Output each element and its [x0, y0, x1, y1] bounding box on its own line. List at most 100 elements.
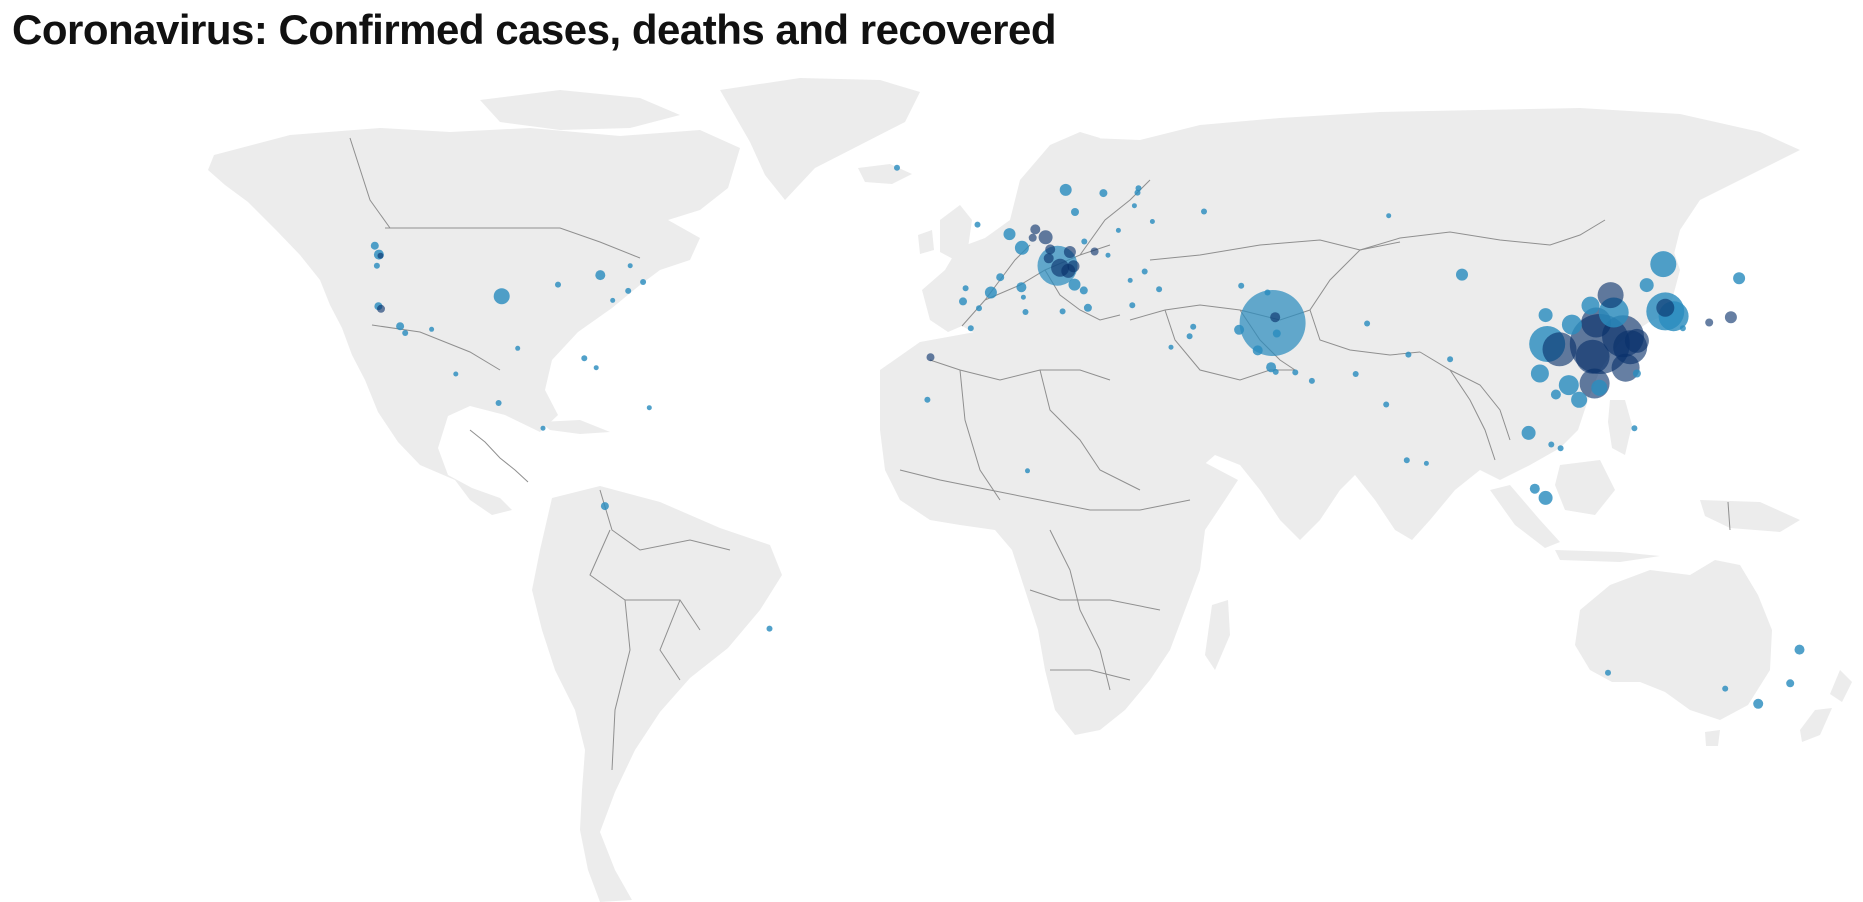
case-bubble[interactable] [1168, 344, 1174, 350]
case-bubble[interactable] [1403, 457, 1410, 464]
case-bubble[interactable] [1264, 289, 1271, 296]
case-bubble[interactable] [1020, 294, 1026, 300]
case-bubble[interactable] [1423, 460, 1429, 466]
case-bubble[interactable] [1386, 213, 1392, 219]
case-bubble[interactable] [1272, 368, 1279, 375]
case-bubble[interactable] [1538, 308, 1553, 323]
case-bubble[interactable] [996, 273, 1005, 282]
case-bubble[interactable] [595, 270, 606, 281]
case-bubble[interactable] [1656, 298, 1675, 317]
case-bubble[interactable] [1548, 441, 1555, 448]
case-bubble[interactable] [1724, 311, 1737, 324]
case-bubble[interactable] [967, 325, 974, 332]
case-bubble[interactable] [1071, 208, 1079, 216]
case-bubble[interactable] [1270, 312, 1281, 323]
case-bubble[interactable] [1022, 309, 1029, 315]
case-bubble[interactable] [610, 297, 616, 303]
case-bubble[interactable] [1639, 278, 1654, 293]
case-bubble[interactable] [1099, 189, 1108, 198]
case-bubble[interactable] [625, 287, 632, 294]
case-bubble[interactable] [1059, 308, 1066, 315]
case-bubble[interactable] [640, 279, 647, 285]
case-bubble[interactable] [1149, 219, 1155, 224]
case-bubble[interactable] [1068, 278, 1081, 291]
case-bubble[interactable] [373, 262, 380, 269]
case-bubble[interactable] [1190, 323, 1197, 330]
case-bubble[interactable] [1063, 246, 1076, 258]
case-bubble[interactable] [1105, 252, 1111, 258]
case-bubble[interactable] [1252, 345, 1263, 356]
case-bubble[interactable] [1238, 282, 1245, 289]
case-bubble[interactable] [1733, 272, 1746, 285]
case-bubble[interactable] [1705, 318, 1714, 327]
case-bubble[interactable] [1591, 379, 1608, 396]
case-bubble[interactable] [370, 241, 379, 250]
case-bubble[interactable] [1679, 325, 1686, 332]
case-bubble[interactable] [1581, 296, 1600, 315]
case-bubble[interactable] [453, 371, 459, 377]
case-bubble[interactable] [396, 322, 405, 331]
case-bubble[interactable] [1364, 320, 1371, 327]
case-bubble[interactable] [1631, 425, 1638, 432]
case-bubble[interactable] [1597, 282, 1624, 309]
case-bubble[interactable] [1131, 203, 1137, 209]
case-bubble[interactable] [1308, 377, 1315, 384]
case-bubble[interactable] [402, 330, 409, 336]
case-bubble[interactable] [377, 304, 385, 313]
case-bubble[interactable] [1090, 247, 1099, 256]
case-bubble[interactable] [1605, 669, 1611, 676]
case-bubble[interactable] [1025, 468, 1030, 474]
case-bubble[interactable] [646, 405, 652, 411]
case-bubble[interactable] [515, 345, 521, 351]
case-bubble[interactable] [1115, 227, 1121, 233]
case-bubble[interactable] [1201, 208, 1207, 215]
case-bubble[interactable] [593, 365, 599, 371]
case-bubble[interactable] [1753, 698, 1764, 709]
case-bubble[interactable] [1266, 362, 1277, 373]
case-bubble[interactable] [1292, 369, 1299, 376]
case-bubble[interactable] [495, 400, 502, 406]
case-bubble[interactable] [1016, 282, 1027, 293]
case-bubble[interactable] [1003, 228, 1016, 241]
case-bubble[interactable] [1611, 353, 1640, 382]
case-bubble[interactable] [581, 355, 588, 362]
case-bubble[interactable] [959, 297, 967, 306]
case-bubble[interactable] [1538, 490, 1553, 505]
case-bubble[interactable] [1079, 286, 1088, 295]
case-bubble[interactable] [1028, 233, 1037, 242]
case-bubble[interactable] [1030, 224, 1041, 235]
case-bubble[interactable] [1722, 685, 1729, 692]
case-bubble[interactable] [627, 263, 633, 269]
case-bubble[interactable] [1081, 238, 1088, 245]
case-bubble[interactable] [1794, 644, 1805, 655]
case-bubble[interactable] [1456, 268, 1468, 281]
case-bubble[interactable] [1558, 375, 1579, 396]
case-bubble[interactable] [1067, 260, 1080, 273]
case-bubble[interactable] [493, 288, 510, 305]
case-bubble[interactable] [1624, 328, 1649, 353]
case-bubble[interactable] [1557, 445, 1564, 452]
case-bubble[interactable] [1239, 290, 1306, 356]
case-bubble[interactable] [984, 286, 997, 299]
case-bubble[interactable] [1352, 371, 1359, 377]
case-bubble[interactable] [1129, 302, 1136, 309]
case-bubble[interactable] [600, 502, 609, 511]
case-bubble[interactable] [1550, 389, 1561, 400]
case-bubble[interactable] [962, 285, 969, 292]
case-bubble[interactable] [1043, 253, 1054, 264]
case-bubble[interactable] [1038, 230, 1053, 245]
case-bubble[interactable] [1234, 324, 1245, 335]
case-bubble[interactable] [976, 305, 982, 312]
case-bubble[interactable] [1447, 356, 1454, 363]
case-bubble[interactable] [1141, 268, 1148, 275]
case-bubble[interactable] [1186, 333, 1193, 340]
case-bubble[interactable] [429, 326, 435, 332]
case-bubble[interactable] [377, 252, 384, 259]
case-bubble[interactable] [1530, 364, 1549, 383]
case-bubble[interactable] [1571, 391, 1588, 408]
case-bubble[interactable] [1156, 286, 1163, 293]
case-bubble[interactable] [924, 396, 931, 403]
case-bubble[interactable] [1383, 401, 1390, 408]
case-bubble[interactable] [894, 164, 900, 171]
case-bubble[interactable] [1272, 329, 1281, 338]
